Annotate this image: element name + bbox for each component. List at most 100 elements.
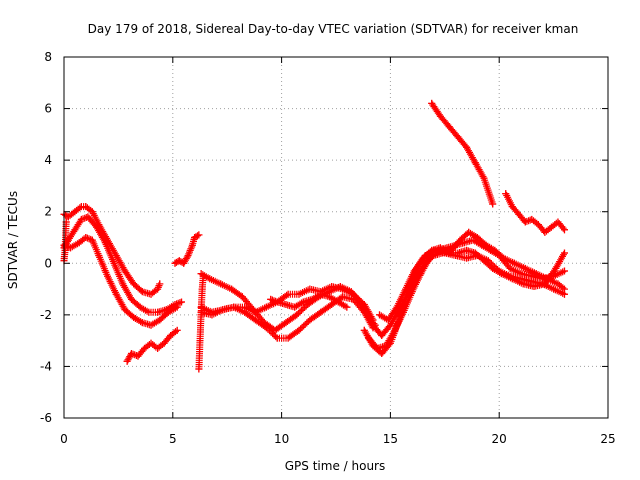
x-tick-label: 10 xyxy=(274,432,289,446)
data-point xyxy=(138,319,146,327)
data-point xyxy=(112,290,120,298)
x-tick-label: 5 xyxy=(169,432,177,446)
data-point xyxy=(293,311,301,319)
data-point xyxy=(454,133,462,141)
data-point xyxy=(428,99,436,107)
data-point xyxy=(541,280,549,288)
y-tick-label: 6 xyxy=(44,102,52,116)
data-point xyxy=(196,337,204,345)
data-point xyxy=(521,218,529,226)
data-point xyxy=(127,350,135,358)
data-point xyxy=(391,326,399,334)
x-tick-label: 25 xyxy=(600,432,615,446)
data-marks xyxy=(502,190,568,236)
data-point xyxy=(130,280,138,288)
series-arc-11 xyxy=(267,290,351,311)
data-point xyxy=(164,308,172,316)
data-point xyxy=(508,203,516,211)
data-point xyxy=(104,272,112,280)
data-point xyxy=(110,259,118,267)
data-point xyxy=(88,208,96,216)
data-point xyxy=(419,254,427,262)
data-point xyxy=(402,285,410,293)
data-point xyxy=(471,159,479,167)
data-point xyxy=(428,246,436,254)
data-point xyxy=(291,303,299,311)
data-point xyxy=(436,244,444,252)
data-point xyxy=(454,249,462,257)
data-point xyxy=(445,249,453,257)
data-point xyxy=(502,190,510,198)
data-point xyxy=(251,316,259,324)
data-point xyxy=(489,200,497,208)
data-point xyxy=(399,308,407,316)
data-point xyxy=(469,236,477,244)
data-point xyxy=(154,344,162,352)
grid-lines xyxy=(64,57,608,418)
data-point xyxy=(552,264,560,272)
x-tick-label: 0 xyxy=(60,432,68,446)
data-point xyxy=(77,215,85,223)
data-point xyxy=(515,210,523,218)
data-point xyxy=(101,239,109,247)
y-tick-label: -4 xyxy=(40,359,52,373)
data-point xyxy=(295,326,303,334)
data-point xyxy=(156,280,164,288)
data-point xyxy=(456,236,464,244)
series-arc-5 xyxy=(123,326,181,365)
series-arc-3 xyxy=(60,234,181,329)
data-point xyxy=(282,301,290,309)
data-point xyxy=(175,257,183,265)
series-arc-16 xyxy=(428,99,497,208)
data-point xyxy=(480,257,488,265)
data-point xyxy=(410,267,418,275)
data-point xyxy=(506,264,514,272)
data-marks xyxy=(197,293,377,342)
data-point xyxy=(328,282,336,290)
data-point xyxy=(378,350,386,358)
data-marks xyxy=(195,272,207,373)
y-tick-label: 4 xyxy=(44,153,52,167)
series-arc-9 xyxy=(197,293,377,342)
data-point xyxy=(160,339,168,347)
data-point xyxy=(463,143,471,151)
data-point xyxy=(119,280,127,288)
data-point xyxy=(378,331,386,339)
data-point xyxy=(382,342,390,350)
data-point xyxy=(510,259,518,267)
data-marks xyxy=(171,231,203,267)
data-point xyxy=(147,290,155,298)
data-point xyxy=(532,270,540,278)
data-point xyxy=(95,252,103,260)
series-arc-4 xyxy=(60,218,70,265)
data-point xyxy=(365,334,373,342)
data-point xyxy=(156,316,164,324)
plot-frame xyxy=(63,56,609,419)
series-arc-15 xyxy=(376,244,568,324)
data-point xyxy=(500,254,508,262)
data-point xyxy=(84,213,92,221)
data-point xyxy=(75,239,83,247)
data-point xyxy=(530,282,538,290)
data-point xyxy=(554,218,562,226)
data-point xyxy=(560,267,568,275)
y-tick-label: 8 xyxy=(44,50,52,64)
data-point xyxy=(219,306,227,314)
data-point xyxy=(173,326,181,334)
data-point xyxy=(123,357,131,365)
data-point xyxy=(173,303,181,311)
data-point xyxy=(465,228,473,236)
data-point xyxy=(519,280,527,288)
data-point xyxy=(230,303,238,311)
x-axis-ticks: 0 5 10 15 20 25 xyxy=(60,57,616,446)
data-point xyxy=(167,331,175,339)
data-point xyxy=(521,264,529,272)
data-point xyxy=(136,303,144,311)
data-point xyxy=(376,311,384,319)
data-point xyxy=(528,215,536,223)
x-axis-label: GPS time / hours xyxy=(285,459,386,473)
data-point xyxy=(217,280,225,288)
data-point xyxy=(473,234,481,241)
data-point xyxy=(554,280,562,288)
data-point xyxy=(134,352,142,360)
